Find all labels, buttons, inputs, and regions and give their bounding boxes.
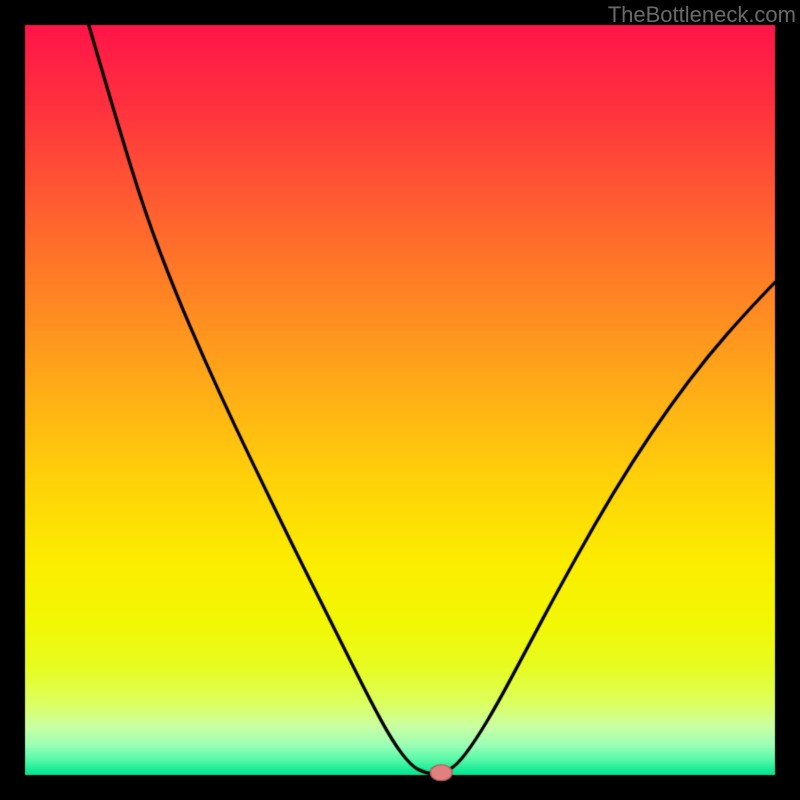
watermark-text: TheBottleneck.com <box>604 0 800 30</box>
bottleneck-chart <box>0 0 800 800</box>
